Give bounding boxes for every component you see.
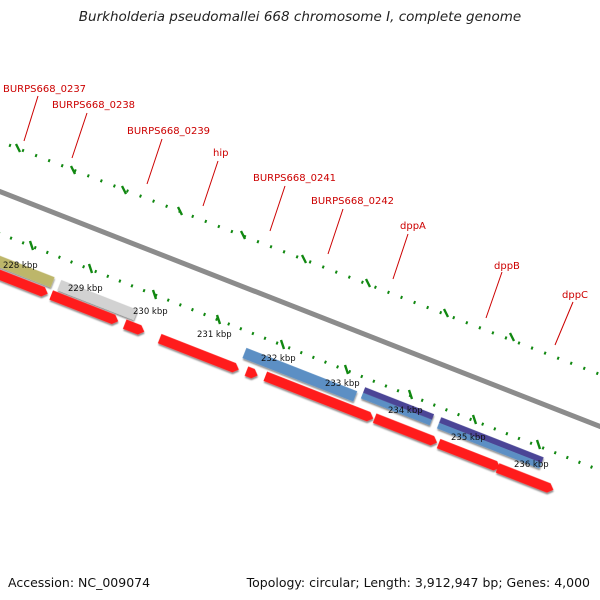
topology-label: Topology: circular; Length: 3,912,947 bp… <box>246 575 590 590</box>
gene-label-burps668-0239: BURPS668_0239 <box>127 126 210 137</box>
gene-arrow <box>0 261 48 297</box>
scale-label-232kbp: 232 kbp <box>261 354 296 364</box>
gene-label-burps668-0241: BURPS668_0241 <box>253 173 336 184</box>
gene-arrow <box>263 371 374 422</box>
gene-label-dppa: dppA <box>400 221 426 232</box>
gene-arrow <box>49 290 119 325</box>
gene-label-burps668-0237: BURPS668_0237 <box>3 84 86 95</box>
gene-arrow <box>157 333 239 373</box>
label-leader-lines <box>23 95 574 346</box>
inner-major-ticks <box>28 240 542 450</box>
chromosome-backbone <box>0 188 600 430</box>
inner-scale-ring <box>0 232 600 473</box>
feature-bar-gray <box>57 279 138 321</box>
gene-label-dppb: dppB <box>494 261 520 272</box>
feature-bar-dppB-indigo <box>362 387 435 420</box>
gene-arrow <box>436 438 501 471</box>
scale-label-231kbp: 231 kbp <box>197 330 232 340</box>
scale-label-234kbp: 234 kbp <box>388 406 423 416</box>
gene-arrow <box>244 366 258 379</box>
gene-label-burps668-0238: BURPS668_0238 <box>52 100 135 111</box>
gene-arrow <box>495 463 554 493</box>
gene-arrow <box>372 413 438 446</box>
map-title: Burkholderia pseudomallei 668 chromosome… <box>78 9 522 25</box>
gene-label-hip: hip <box>213 148 228 159</box>
scale-label-233kbp: 233 kbp <box>325 379 360 389</box>
scale-label-236kbp: 236 kbp <box>514 460 549 470</box>
scale-label-229kbp: 229 kbp <box>68 284 103 294</box>
gene-label-dppc: dppC <box>562 290 588 301</box>
scale-label-228kbp: 228 kbp <box>3 261 38 271</box>
feature-bar-dppB-blue <box>360 392 432 426</box>
scale-label-230kbp: 230 kbp <box>133 307 168 317</box>
outer-major-ticks <box>14 143 516 342</box>
gene-label-burps668-0242: BURPS668_0242 <box>311 196 394 207</box>
feature-bar-dppC-indigo <box>439 417 544 463</box>
accession-label: Accession: NC_009074 <box>8 575 151 590</box>
feature-bar-dppC-blue <box>436 422 542 469</box>
scale-label-235kbp: 235 kbp <box>451 433 486 443</box>
feature-bar-dppA <box>242 347 358 402</box>
gene-arrow <box>122 319 145 335</box>
feature-bar-khaki <box>0 251 55 288</box>
